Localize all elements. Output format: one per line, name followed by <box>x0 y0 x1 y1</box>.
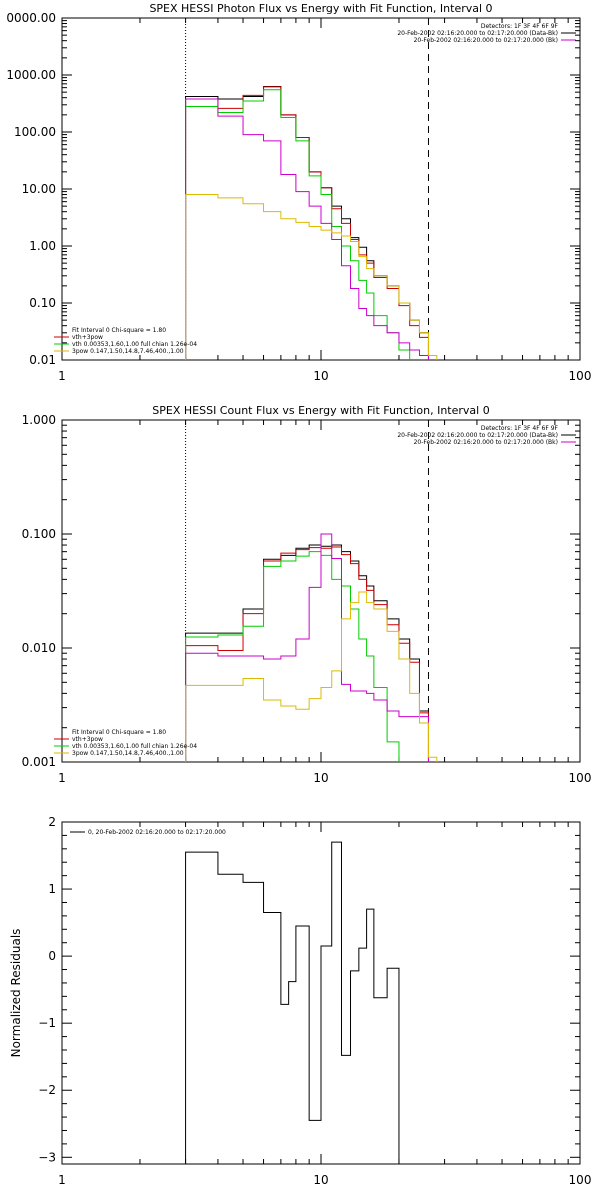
chart-panel-2: SPEX HESSI Count Flux vs Energy with Fit… <box>22 404 592 785</box>
legend-entry: Fit Interval 0 Chi-square = 1.80 <box>72 327 166 334</box>
y-tick-label: 0.010 <box>22 641 56 655</box>
y-tick-label: 1.000 <box>22 413 56 427</box>
data-series-1 <box>185 544 429 762</box>
legend-entry: 20-Feb-2002 02:16:20.000 to 02:17:20.000… <box>414 37 558 44</box>
legend-entry: vth 0.00353,1.60,1.00 full chian 1.26e-0… <box>72 743 197 750</box>
y-tick-label: −1 <box>38 1016 56 1030</box>
x-tick-label: 10 <box>313 1173 328 1187</box>
y-tick-label: 2 <box>48 815 56 829</box>
y-tick-label: 0000.00 <box>6 11 56 25</box>
data-series-4 <box>185 533 429 762</box>
y-tick-label: 10.00 <box>22 182 56 196</box>
series-group <box>185 841 400 1164</box>
legend-entry: vth 0.00353,1.60,1.00 full chian 1.26e-0… <box>72 341 197 348</box>
data-series-3 <box>185 551 400 762</box>
x-tick-label: 1 <box>58 1173 66 1187</box>
y-tick-label: 1.00 <box>29 239 56 253</box>
y-tick-label: 1 <box>48 882 56 896</box>
legend-entry: 20-Feb-2002 02:16:20.000 to 02:17:20.000… <box>397 432 558 439</box>
legend-entry: Fit Interval 0 Chi-square = 1.80 <box>72 729 166 736</box>
chart-panel-3: 1 10 100 −3 −2 −1 0 1 2 Normalized Residuals 0, 20… <box>9 815 591 1187</box>
x-tick-label: 1 <box>58 369 66 383</box>
data-series-2 <box>185 86 429 360</box>
series-group <box>185 533 438 762</box>
legend-entry: 3pow 0.147,1.50,14.8,7.46,400.,1.00 <box>72 348 184 355</box>
chart-title: SPEX HESSI Photon Flux vs Energy with Fi… <box>149 2 492 15</box>
chart-panel-1: SPEX HESSI Photon Flux vs Energy with Fi… <box>6 2 591 383</box>
y-tick-label: −3 <box>38 1150 56 1164</box>
data-series-2 <box>185 546 429 762</box>
legend-entry: 20-Feb-2002 02:16:20.000 to 02:17:20.000… <box>414 439 558 446</box>
legend-entry: 20-Feb-2002 02:16:20.000 to 02:17:20.000… <box>397 30 558 37</box>
legend-entry: Detectors: 1F 3F 4F 6F 9F <box>481 23 559 30</box>
x-tick-label: 100 <box>569 771 592 785</box>
y-tick-label: 0 <box>48 949 56 963</box>
series-group <box>185 85 438 360</box>
legend-entry: vth+3pow <box>72 334 103 341</box>
data-series-5 <box>185 194 438 360</box>
legend-entry: 3pow 0.147,1.50,14.8,7.46,400.,1.00 <box>72 750 184 757</box>
chart-title: SPEX HESSI Count Flux vs Energy with Fit… <box>152 404 489 417</box>
y-tick-label: 0.001 <box>22 755 56 769</box>
data-series-4 <box>185 98 429 360</box>
legend-entry: 0, 20-Feb-2002 02:16:20.000 to 02:17:20.… <box>88 829 226 836</box>
y-tick-label: 0.100 <box>22 527 56 541</box>
y-tick-label: 0.01 <box>29 353 56 367</box>
data-series-1 <box>185 841 400 1164</box>
legend-entry: vth+3pow <box>72 736 103 743</box>
data-series-3 <box>185 89 411 360</box>
x-tick-label: 100 <box>569 369 592 383</box>
y-tick-label: 100.00 <box>14 125 56 139</box>
data-series-1 <box>185 85 429 360</box>
y-tick-label: 0.10 <box>29 296 56 310</box>
x-tick-label: 10 <box>313 771 328 785</box>
x-tick-label: 1 <box>58 771 66 785</box>
x-tick-label: 10 <box>313 369 328 383</box>
y-tick-label: 1000.00 <box>6 68 56 82</box>
data-series-5 <box>185 591 438 762</box>
legend-entry: Detectors: 1F 3F 4F 6F 9F <box>481 425 559 432</box>
y-axis-label: Normalized Residuals <box>9 929 23 1058</box>
y-tick-label: −2 <box>38 1083 56 1097</box>
x-tick-label: 100 <box>569 1173 592 1187</box>
plot-frame <box>61 419 581 763</box>
